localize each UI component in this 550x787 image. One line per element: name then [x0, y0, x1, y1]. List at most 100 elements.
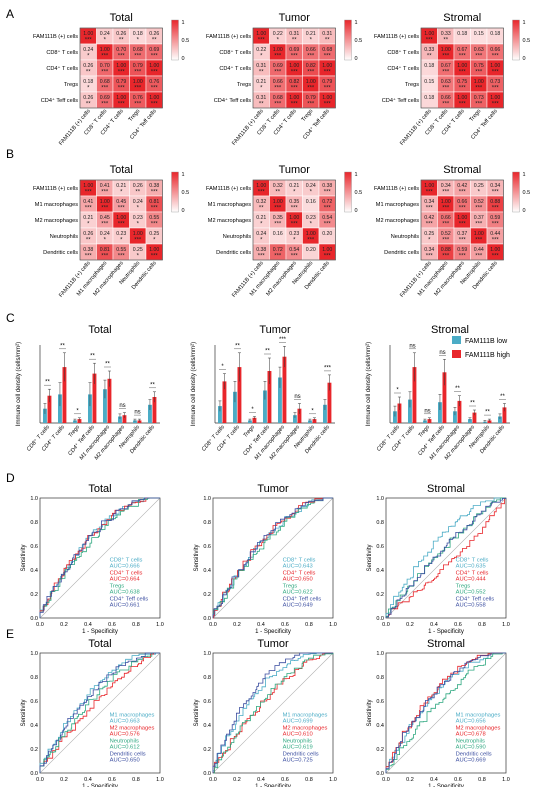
heatmap-star: *** — [492, 190, 500, 196]
heatmap-value: 1.00 — [424, 183, 434, 189]
y-tick-label: 1.0 — [376, 496, 384, 502]
roc-legend-name: Dendritic cells — [283, 752, 319, 758]
heatmap-value: 0.24 — [256, 231, 266, 237]
roc-legend-name: Neutrophils — [283, 739, 312, 745]
bar — [312, 419, 317, 423]
x-tick-label: 0.2 — [60, 622, 68, 628]
roc-legend-name: Tregs — [456, 584, 471, 590]
heatmap-star: *** — [101, 222, 109, 228]
x-axis-label: 1 - Specificity — [255, 784, 291, 787]
sig-label: ns — [439, 350, 445, 356]
roc-frame — [39, 497, 161, 619]
x-tick-label: 0.0 — [382, 622, 390, 628]
heatmap-star: *** — [492, 222, 500, 228]
roc-diagonal — [39, 652, 161, 774]
heatmap-star: * — [310, 38, 313, 44]
heatmap-row-label: FAM111B (+) cells — [206, 186, 251, 192]
bar-category-label: Tregs — [418, 424, 432, 439]
heatmap-value: 1.00 — [457, 215, 467, 221]
bar — [278, 377, 282, 423]
color-scale-min: 0 — [182, 208, 185, 214]
heatmap-star: *** — [291, 254, 299, 260]
x-tick-label: 0.6 — [281, 777, 289, 783]
x-axis-label: 1 - Specificity — [255, 629, 291, 635]
y-axis-label: Immune cell density (cells/mm²) — [366, 342, 372, 426]
heatmap-value: 1.00 — [424, 31, 434, 37]
roc-chart-d-0: Total 0.00.0 0.2 0.2 0.4 0.4 0.6 0.6 0.8 0.8 1.0 1.… — [21, 483, 164, 635]
heatmap-value: 1.00 — [289, 63, 299, 69]
sig-label: *** — [324, 365, 332, 371]
heatmap-star: *** — [442, 86, 450, 92]
heatmap-value: 0.18 — [490, 31, 500, 37]
y-axis-label: Sensitivity — [21, 544, 27, 571]
heatmap-star: * — [137, 206, 140, 212]
bar — [472, 412, 477, 423]
roc-legend-auc: AUC=0.649 — [283, 603, 313, 609]
color-scale-mid: 0.5 — [182, 38, 190, 44]
bar — [77, 419, 82, 423]
sig-label: *** — [279, 337, 287, 343]
heatmap-value: 0.21 — [289, 183, 299, 189]
sig-label: ns — [134, 410, 140, 416]
heatmap-star: ** — [119, 38, 124, 44]
heatmap-star: * — [87, 86, 90, 92]
roc-chart-e-2: Stromal 0.00.0 0.2 0.2 0.4 0.4 0.6 0.6 0.8 0.8 1.0… — [367, 638, 510, 787]
heatmap-value: 1.00 — [256, 31, 266, 37]
heatmap-value: 1.00 — [306, 231, 316, 237]
roc-legend-auc: AUC=0.635 — [456, 564, 486, 570]
legend-label-high: FAM111B high — [465, 352, 510, 359]
heatmap-star: * — [153, 238, 156, 244]
heatmap-value: 0.41 — [100, 183, 110, 189]
y-axis-label: Sensitivity — [367, 699, 373, 726]
color-scale-mid: 0.5 — [355, 38, 363, 44]
heatmap-star: *** — [442, 54, 450, 60]
heatmap-value: 0.35 — [273, 215, 283, 221]
heatmap-star: *** — [492, 254, 500, 260]
heatmap-star: ** — [443, 38, 448, 44]
roc-curve — [385, 498, 507, 618]
y-tick-label: 0.6 — [376, 699, 384, 705]
roc-legend-auc: AUC=0.664 — [110, 577, 141, 583]
y-tick-label: 1.0 — [30, 651, 38, 657]
heatmap-value: 0.66 — [457, 199, 467, 205]
roc-legend-name: Dendritic cells — [456, 752, 492, 758]
roc-legend-auc: AUC=0.669 — [456, 758, 486, 764]
roc-title: Total — [88, 638, 111, 650]
legend-swatch-high — [452, 350, 461, 358]
heatmap-value: 0.59 — [457, 247, 467, 253]
roc-title: Tumor — [257, 638, 289, 650]
roc-curve — [385, 652, 506, 773]
heatmap-value: 0.33 — [424, 47, 434, 53]
bar — [43, 408, 47, 423]
roc-curve — [39, 497, 160, 618]
panel-letter-c: C — [6, 311, 15, 325]
heatmap-star: * — [310, 222, 313, 228]
heatmap-value: 1.00 — [474, 231, 484, 237]
sig-label: ** — [265, 349, 270, 355]
bar-category-label: Tregs — [243, 424, 257, 439]
heatmap-value: 0.22 — [256, 47, 266, 53]
bar — [218, 406, 222, 423]
heatmap-star: *** — [134, 238, 142, 244]
bar-category-label: CD4⁺ Teff cells — [67, 424, 97, 457]
heatmap-value: 1.00 — [100, 199, 110, 205]
heatmap-star: *** — [442, 222, 450, 228]
heatmap-star: *** — [442, 190, 450, 196]
heatmap-star: *** — [291, 206, 299, 212]
heatmap-value: 0.76 — [133, 95, 143, 101]
heatmap-value: 0.21 — [256, 79, 266, 85]
heatmap-star: * — [260, 54, 263, 60]
heatmap-star: * — [137, 254, 140, 260]
heatmap-star: *** — [101, 54, 109, 60]
color-scale-max: 1 — [523, 20, 526, 26]
heatmap-row-label: FAM111B (+) cells — [33, 186, 78, 192]
heatmap-value: 0.88 — [490, 199, 500, 205]
heatmap-star: *** — [101, 102, 109, 108]
heatmap-value: 0.82 — [306, 63, 316, 69]
heatmap-value: 0.22 — [273, 31, 283, 37]
color-scale — [512, 19, 520, 61]
color-scale-max: 1 — [355, 20, 358, 26]
heatmap-star: *** — [85, 206, 93, 212]
heatmap-value: 0.68 — [100, 79, 110, 85]
heatmap-star: *** — [426, 38, 434, 44]
